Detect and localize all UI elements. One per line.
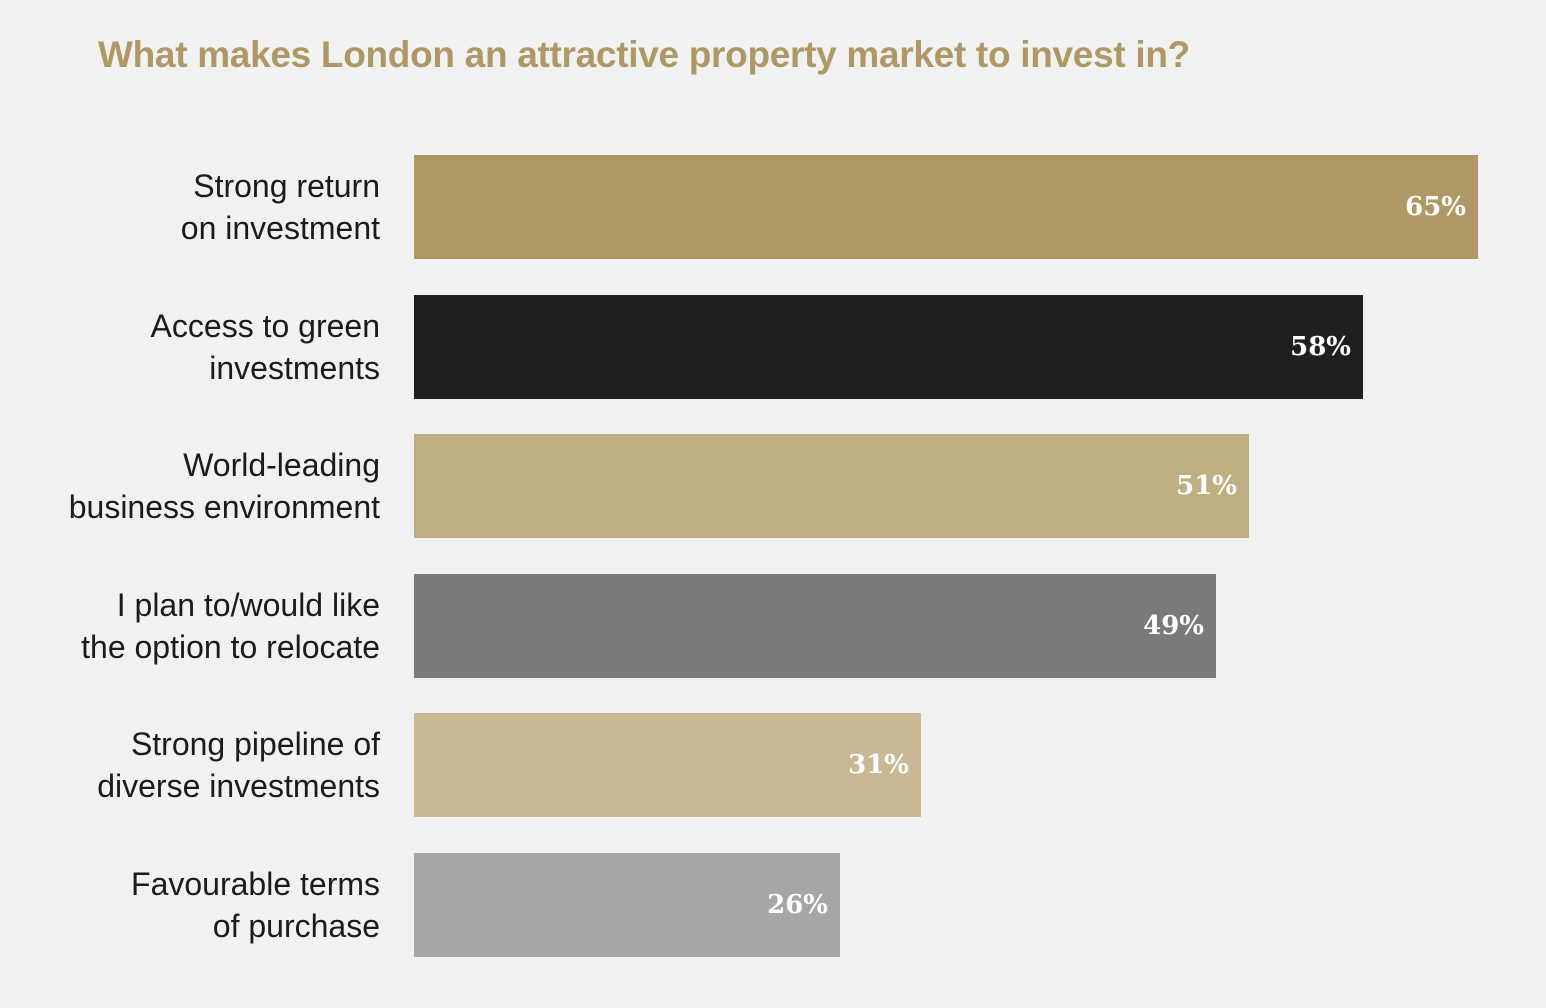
category-label-line: World-leading xyxy=(183,447,380,484)
bar: 58% xyxy=(414,294,1363,399)
bar: 26% xyxy=(414,853,840,957)
bar-value-label: 31% xyxy=(848,750,909,781)
bar: 31% xyxy=(414,713,921,818)
category-label-line: Favourable terms xyxy=(131,866,380,902)
bar: 65% xyxy=(414,155,1478,259)
category-label-line: investments xyxy=(209,349,380,386)
bar: 49% xyxy=(414,573,1216,678)
category-label-line: business environment xyxy=(68,489,380,526)
bar-value-label: 49% xyxy=(1143,610,1204,641)
category-label-line: of purchase xyxy=(212,908,380,944)
category-label-line: on investment xyxy=(180,210,380,246)
category-label-line: the option to relocate xyxy=(81,628,380,665)
category-label: Strong pipeline of diverse investments xyxy=(97,723,380,807)
chart-title: What makes London an attractive property… xyxy=(98,34,1190,75)
category-label-line: Access to green xyxy=(150,307,380,344)
category-label-line: I plan to/would like xyxy=(116,586,380,623)
category-label: World-leading business environment xyxy=(69,444,380,528)
bar-value-label: 58% xyxy=(1290,331,1351,362)
category-label-line: Strong return xyxy=(193,168,380,204)
bar-value-label: 26% xyxy=(767,890,828,920)
category-label: Strong return on investment xyxy=(181,165,380,249)
category-label-line: diverse investments xyxy=(97,768,380,805)
category-label: I plan to/would like the option to reloca… xyxy=(81,584,380,668)
category-label: Access to green investments xyxy=(151,305,380,389)
bar: 51% xyxy=(414,434,1249,539)
category-label-line: Strong pipeline of xyxy=(130,726,380,763)
bar-value-label: 65% xyxy=(1405,192,1466,222)
bar-value-label: 51% xyxy=(1176,471,1237,502)
category-label: Favourable terms of purchase xyxy=(131,863,380,947)
